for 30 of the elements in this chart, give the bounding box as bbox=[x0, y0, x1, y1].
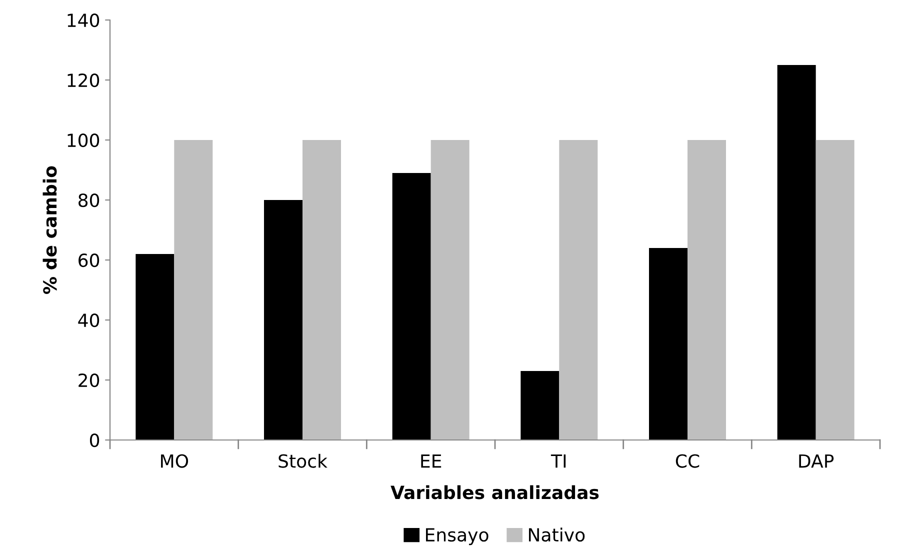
bar bbox=[559, 140, 598, 440]
y-tick-label: 0 bbox=[90, 433, 100, 448]
y-tick-label: 140 bbox=[68, 13, 100, 28]
bar bbox=[392, 173, 431, 440]
x-tick-label: TI bbox=[550, 454, 566, 468]
bar bbox=[777, 65, 816, 440]
bar bbox=[174, 140, 213, 440]
bar bbox=[430, 140, 470, 440]
x-tick-label: EE bbox=[421, 454, 442, 468]
bar bbox=[136, 254, 174, 440]
x-tick-label: DAP bbox=[799, 454, 834, 468]
y-tick-label: 120 bbox=[68, 73, 100, 88]
legend-label: Ensayo bbox=[426, 528, 488, 546]
legend-label: Nativo bbox=[528, 528, 585, 542]
bar bbox=[302, 140, 341, 440]
y-tick-label: 80 bbox=[78, 193, 100, 208]
bar bbox=[649, 248, 688, 440]
x-tick-label: CC bbox=[676, 454, 700, 468]
y-tick-label: 40 bbox=[78, 313, 100, 328]
bar bbox=[816, 140, 854, 440]
y-tick-label: 60 bbox=[78, 253, 100, 268]
x-tick-label: MO bbox=[161, 454, 188, 468]
bar bbox=[688, 140, 726, 440]
bar bbox=[264, 200, 302, 440]
x-axis-title: Variables analizadas bbox=[390, 485, 599, 500]
y-tick-label: 20 bbox=[78, 373, 100, 388]
y-axis-title: % de cambio bbox=[42, 166, 57, 294]
y-tick-label: 100 bbox=[68, 133, 100, 148]
bar bbox=[520, 371, 560, 440]
x-tick-label: Stock bbox=[278, 454, 328, 468]
